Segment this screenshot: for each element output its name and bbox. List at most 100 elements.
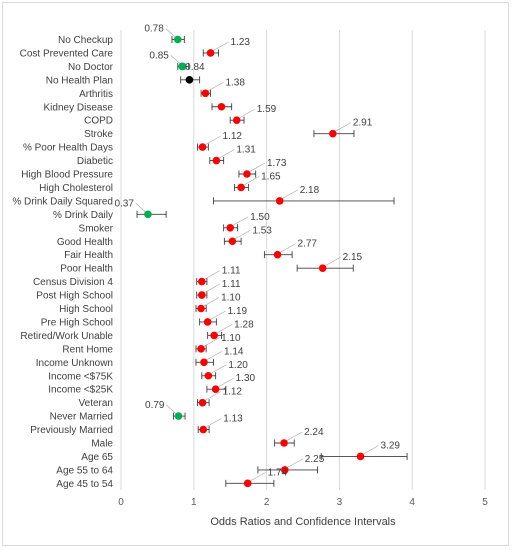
data-label: 1.65 [261, 171, 281, 182]
data-label: 1.74 [268, 467, 288, 478]
label-leader [209, 310, 226, 321]
category-label: Stroke [84, 129, 113, 140]
label-leader [170, 55, 182, 65]
data-point [198, 143, 207, 151]
label-leader [232, 216, 249, 227]
x-axis-title: Odds Ratios and Confidence Intervals [210, 516, 396, 528]
data-label: 1.12 [223, 131, 243, 142]
label-leader [281, 189, 298, 200]
data-label: 1.53 [252, 225, 272, 236]
data-label: 2.24 [304, 427, 324, 438]
data-point [144, 210, 152, 219]
label-leader [203, 270, 220, 280]
category-label: Cost Prevented Care [20, 48, 114, 59]
label-leader [242, 176, 260, 186]
label-leader [212, 41, 229, 52]
category-label: High Blood Pressure [21, 170, 113, 181]
category-label: % Drink Daily [53, 210, 113, 221]
category-label: % Drink Daily Squared [12, 196, 113, 207]
data-label: 1.12 [223, 387, 243, 398]
label-leader [234, 229, 251, 240]
label-leader [249, 472, 266, 482]
label-leader [248, 162, 266, 173]
category-label: Previously Married [30, 425, 113, 436]
data-point [200, 358, 208, 367]
category-labels: No Checkup Cost Prevented Care No Doctor No… [12, 35, 113, 490]
category-label: Poor Health [60, 264, 113, 275]
label-leader [286, 458, 303, 469]
category-label: Veteran [79, 398, 113, 409]
data-label: 2.77 [298, 239, 318, 250]
data-label: 1.13 [223, 414, 243, 425]
data-point [197, 304, 205, 313]
label-leader [210, 364, 227, 375]
category-label: No Doctor [68, 62, 114, 73]
data-point [197, 345, 205, 353]
category-label: No Checkup [58, 35, 113, 46]
chart-frame [2, 2, 509, 546]
data-point [280, 439, 288, 447]
data-label: 2.91 [353, 118, 373, 129]
data-label: 0.78 [144, 24, 164, 35]
data-point [329, 129, 337, 138]
gridlines [120, 30, 486, 490]
label-leader [165, 28, 176, 38]
data-point [211, 385, 220, 394]
label-leader [204, 135, 221, 146]
label-leader [202, 297, 220, 307]
data-point [173, 35, 182, 44]
category-label: High School [59, 304, 113, 315]
data-label: 1.73 [267, 158, 287, 169]
label-leader [166, 404, 177, 415]
data-point [275, 197, 284, 205]
x-tick-label: 5 [482, 497, 488, 508]
category-label: Good Health [57, 237, 113, 248]
category-label: Male [91, 439, 113, 450]
data-labels: 0.78 1.23 0.85 0.84 1.38 1.59 2.91 1.12 1.31 1.73… [114, 24, 400, 479]
category-label: Age 45 to 54 [56, 479, 113, 490]
category-label: Age 65 [81, 452, 113, 463]
data-label: 1.31 [236, 145, 256, 156]
data-point [217, 102, 226, 111]
data-point [281, 466, 289, 474]
x-tick-labels: 0 1 2 3 4 5 [118, 497, 488, 508]
category-label: Income <$25K [48, 385, 113, 396]
label-leader [362, 445, 379, 455]
data-points [144, 35, 365, 488]
x-tick-label: 0 [118, 497, 124, 508]
data-point [210, 331, 218, 340]
category-label: % Poor Health Days [23, 143, 113, 154]
label-leader [203, 283, 220, 294]
category-label: Post High School [36, 291, 113, 302]
data-point [199, 425, 208, 434]
x-tick-label: 3 [337, 497, 343, 508]
label-leader [324, 256, 341, 267]
label-leader [135, 203, 147, 213]
category-label: Pre High School [41, 317, 113, 328]
label-leader [279, 243, 296, 253]
category-label: Census Division 4 [33, 277, 113, 288]
label-leader [202, 337, 220, 348]
category-label: High Cholesterol [39, 183, 113, 194]
label-leader [205, 351, 223, 361]
data-label: 0.37 [114, 198, 134, 209]
data-point [185, 76, 194, 84]
data-label: 1.19 [228, 306, 248, 317]
data-point [237, 183, 245, 192]
data-point [273, 250, 282, 259]
x-tick-label: 2 [264, 497, 270, 508]
category-label: Income Unknown [36, 358, 113, 369]
data-label: 1.59 [257, 104, 277, 115]
data-label: 1.11 [222, 266, 241, 277]
data-point [198, 291, 206, 299]
label-leader [216, 324, 233, 334]
category-label: Kidney Disease [44, 102, 114, 113]
data-label: 1.28 [234, 319, 254, 330]
x-tick-label: 4 [409, 497, 415, 508]
x-tick-label: 1 [191, 497, 197, 508]
category-label: COPD [84, 116, 113, 127]
data-point [243, 170, 251, 178]
data-point [212, 156, 221, 165]
data-label: 1.38 [225, 77, 245, 88]
data-label: 1.50 [250, 212, 270, 223]
